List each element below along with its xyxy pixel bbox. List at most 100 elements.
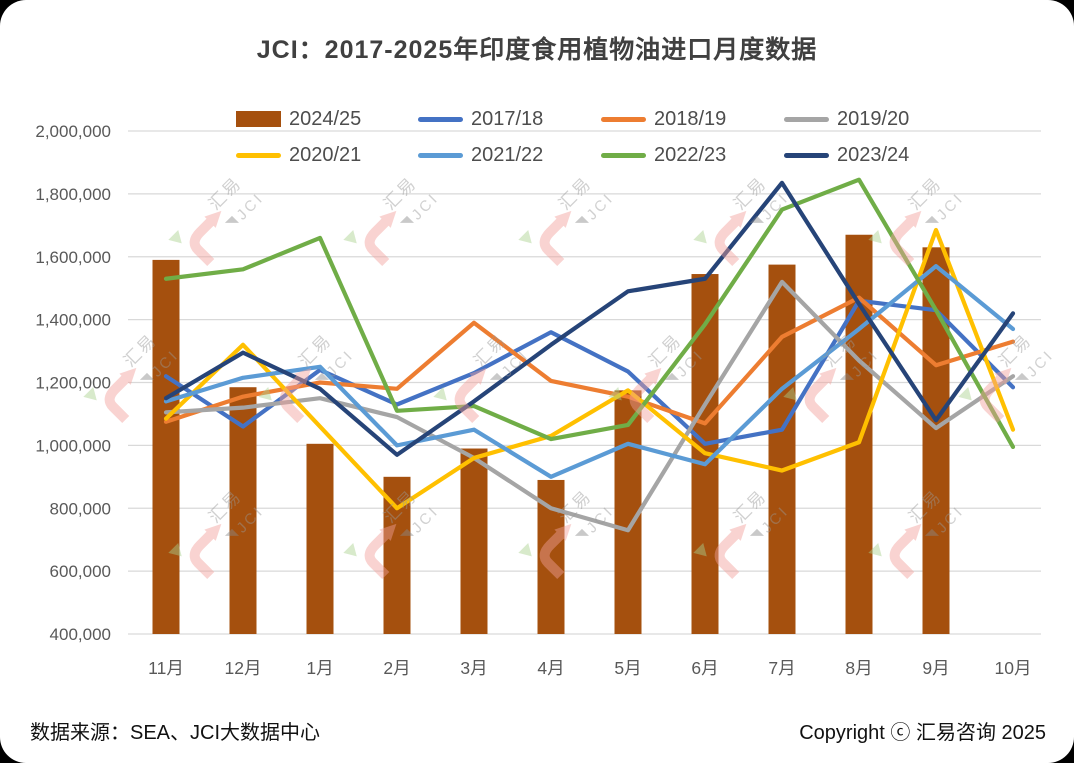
legend-label: 2017/18: [471, 107, 544, 130]
watermark-hook-icon: [364, 530, 390, 580]
legend-swatch-2023-24: [784, 152, 829, 158]
bar-2024-25: [460, 448, 488, 634]
line-2023-24: [163, 180, 1016, 457]
x-tick-label: 2月: [383, 658, 410, 678]
bar-2024-25: [152, 259, 180, 634]
watermark-triangle-icon: [168, 543, 182, 557]
watermark-arrowhead-icon: [294, 367, 312, 385]
line-2022-23: [163, 177, 1016, 450]
watermark-triangle-icon: [518, 543, 532, 557]
watermark-arrowhead-icon: [469, 367, 487, 385]
legend-swatch-2022-23: [601, 152, 646, 158]
watermark-hook-icon: [539, 217, 565, 267]
y-tick-label: 1,600,000: [35, 248, 111, 267]
legend-label: 2024/25: [289, 107, 362, 130]
legend-label: 2021/22: [471, 143, 544, 166]
watermark-hook-icon: [629, 374, 655, 424]
watermark-text-2: JCI: [583, 502, 617, 536]
watermark-small-triangle-icon: [574, 215, 590, 223]
watermark-hook-icon: [804, 374, 830, 424]
watermark-small-triangle-icon: [749, 215, 765, 223]
watermark-small-triangle-icon: [314, 372, 330, 380]
x-tick-label: 4月: [537, 658, 564, 678]
legend-label: 2022/23: [654, 143, 727, 166]
watermark-small-triangle-icon: [839, 372, 855, 380]
legend-swatch-2024-25: [236, 111, 281, 127]
bar-2024-25: [845, 234, 873, 634]
watermark-triangle-icon: [868, 230, 882, 244]
watermark-text-2: JCI: [1023, 346, 1057, 380]
y-tick-label: 1,800,000: [35, 185, 111, 204]
watermark-arrowhead-icon: [379, 523, 397, 541]
x-tick-label: 10月: [995, 658, 1032, 678]
watermark-triangle-icon: [693, 543, 707, 557]
y-tick-label: 1,200,000: [35, 374, 111, 393]
watermark-text-2: JCI: [498, 346, 532, 380]
legend-swatch-2020-21: [236, 152, 281, 158]
watermark-text-2: JCI: [408, 502, 442, 536]
legend-swatch-2018-19: [601, 116, 646, 122]
watermark-triangle-icon: [693, 230, 707, 244]
source-note: 数据来源：SEA、JCI大数据中心: [30, 722, 321, 744]
bar-2024-25: [768, 264, 796, 634]
watermark-small-triangle-icon: [749, 528, 765, 536]
watermark-hook-icon: [979, 374, 1005, 424]
y-tick-label: 2,000,000: [35, 122, 111, 141]
line-2021-22: [163, 264, 1016, 479]
watermark-hook-icon: [539, 530, 565, 580]
bar-2024-25: [306, 443, 334, 634]
watermark-hook-icon: [889, 217, 915, 267]
watermark-triangle-icon: [783, 387, 797, 401]
legend-item-2018-19: 2018/19: [601, 107, 726, 131]
line-2020-21: [163, 227, 1016, 511]
y-tick-label: 600,000: [50, 562, 111, 581]
watermark-small-triangle-icon: [1014, 372, 1030, 380]
watermark-hook-icon: [364, 217, 390, 267]
watermark-small-triangle-icon: [489, 372, 505, 380]
bar-2024-25: [922, 247, 950, 634]
x-tick-label: 1月: [306, 658, 333, 678]
legend-swatch-2021-22: [418, 152, 463, 158]
legend-label: 2019/20: [837, 107, 910, 130]
watermark-triangle-icon: [343, 543, 357, 557]
watermark-triangle-icon: [433, 387, 447, 401]
watermark-triangle-icon: [518, 230, 532, 244]
watermark-hook-icon: [189, 530, 215, 580]
watermark-small-triangle-icon: [399, 528, 415, 536]
watermark-small-triangle-icon: [924, 528, 940, 536]
x-tick-label: 11月: [148, 658, 184, 678]
chart-title: JCI：2017-2025年印度食用植物油进口月度数据: [256, 36, 818, 64]
x-tick-label: 3月: [460, 658, 487, 678]
legend-item-2024-25: 2024/25: [236, 107, 361, 131]
y-tick-label: 1,400,000: [35, 311, 111, 330]
legend-item-2022-23: 2022/23: [601, 143, 726, 167]
legend-swatch-2019-20: [784, 116, 829, 122]
watermark-small-triangle-icon: [574, 528, 590, 536]
watermark-arrowhead-icon: [379, 210, 397, 228]
legend-label: 2023/24: [837, 143, 910, 166]
legend-item-2020-21: 2020/21: [236, 143, 361, 167]
watermark-triangle-icon: [83, 387, 97, 401]
x-tick-label: 8月: [845, 658, 872, 678]
watermark-hook-icon: [189, 217, 215, 267]
watermark-hook-icon: [454, 374, 480, 424]
x-tick-label: 12月: [225, 658, 262, 678]
y-tick-label: 800,000: [50, 499, 111, 518]
watermark-hook-icon: [714, 530, 740, 580]
x-tick-label: 5月: [614, 658, 641, 678]
legend-label: 2018/19: [654, 107, 727, 130]
watermark-triangle-icon: [608, 387, 622, 401]
watermark-small-triangle-icon: [224, 528, 240, 536]
watermark-small-triangle-icon: [224, 215, 240, 223]
legend-swatch-2017-18: [418, 116, 463, 122]
y-tick-label: 400,000: [50, 625, 111, 644]
copyright-note: Copyright ⓒ 汇易咨询 2025: [799, 722, 1046, 744]
watermark-small-triangle-icon: [139, 372, 155, 380]
watermark-small-triangle-icon: [664, 372, 680, 380]
x-tick-label: 6月: [691, 658, 718, 678]
watermark-triangle-icon: [343, 230, 357, 244]
